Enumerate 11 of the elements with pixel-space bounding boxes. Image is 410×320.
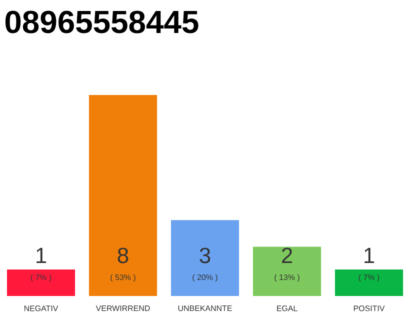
annotation: 1 xyxy=(364,248,374,263)
bar xyxy=(334,269,404,296)
annotation: 3 xyxy=(200,248,210,264)
chart-title: 08965558445 xyxy=(5,10,198,34)
annotation: 8 xyxy=(118,248,128,264)
bar xyxy=(170,220,240,296)
bar xyxy=(252,246,322,296)
annotation: 1 xyxy=(36,248,46,263)
bar xyxy=(88,95,158,296)
annotation: 2 xyxy=(282,248,292,263)
bar xyxy=(6,269,76,296)
